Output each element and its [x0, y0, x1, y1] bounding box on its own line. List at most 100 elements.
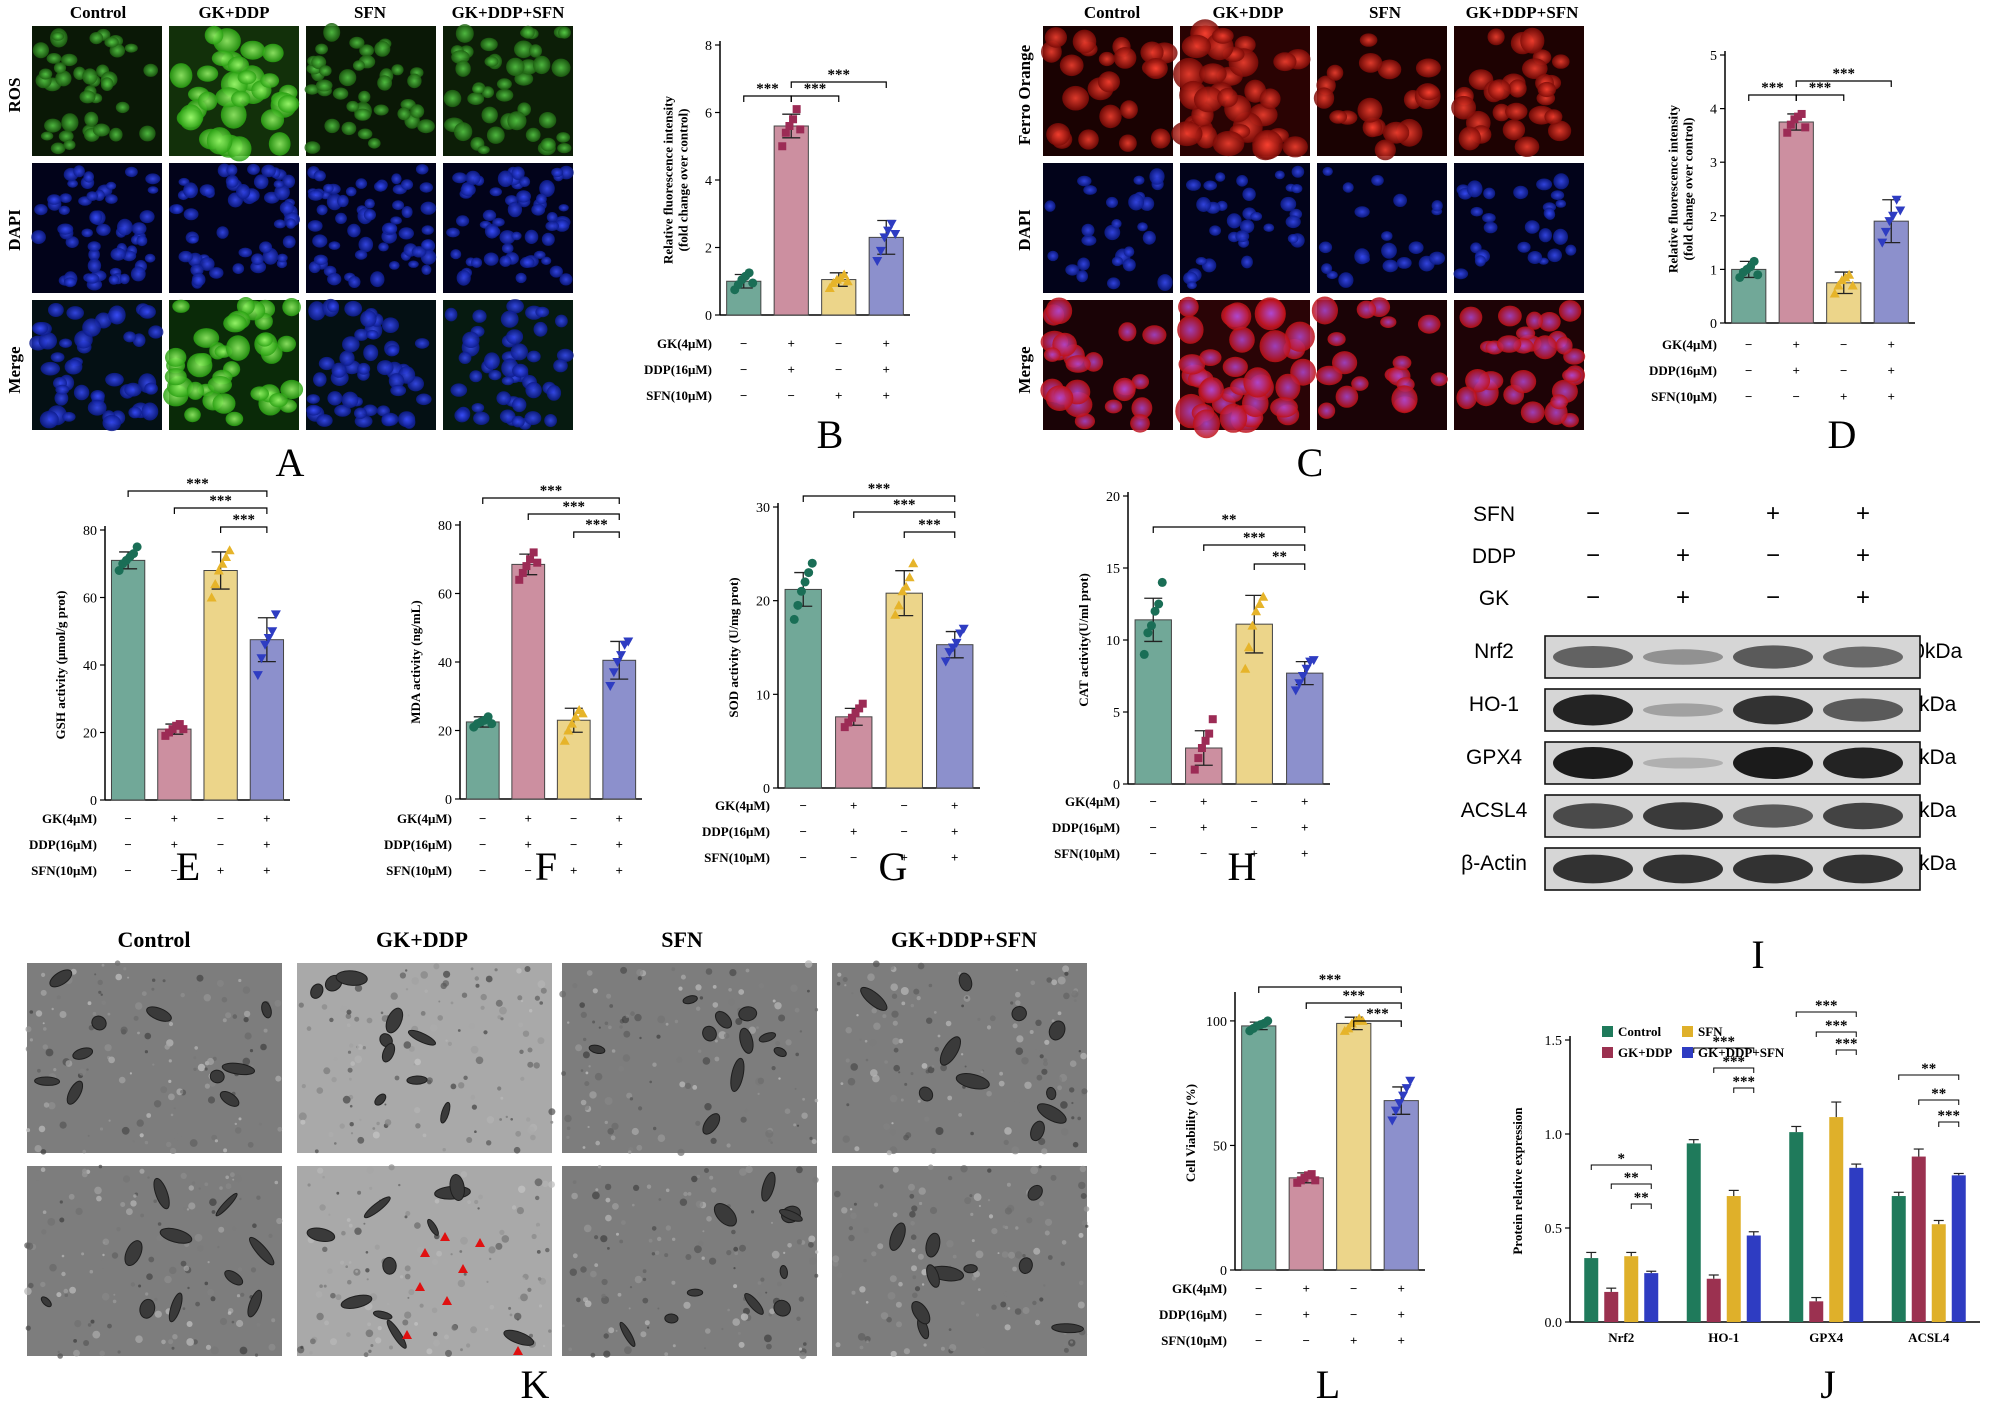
gridC-r1c3-cell — [1483, 187, 1496, 200]
chart-h-condition-sign: − — [1251, 820, 1258, 835]
gridA-r1c2-cell — [312, 234, 328, 248]
tem-r1c1-grain — [414, 1222, 421, 1229]
chart-h-point — [1251, 606, 1262, 616]
chart-l-condition-sign: + — [1303, 1307, 1310, 1322]
chart-h-condition-label: GK(4μM) — [1065, 794, 1120, 809]
tem-r1c1-grain — [414, 1322, 418, 1326]
chart-g-point — [851, 709, 860, 718]
tem-r0c2-grain — [587, 1125, 590, 1129]
chart-f-point — [566, 718, 577, 728]
tem-r1c1-grain — [324, 1320, 329, 1326]
gridA-r0c3-cell — [455, 24, 474, 43]
tem-r0c2-grain — [728, 988, 732, 992]
tem-r1c0-grain — [57, 1353, 63, 1359]
gridA-r2c2-cell — [316, 414, 333, 427]
tem-r0c2-mitochondrion — [738, 1006, 758, 1022]
chart-f-point — [518, 568, 527, 577]
tem-r0c0-grain — [247, 1141, 254, 1148]
tem-r1c0-grain — [138, 1284, 142, 1288]
gridA-r2c2-cell — [398, 411, 416, 428]
blot-treatment-label: SFN — [1473, 503, 1515, 526]
tem-r1c1-grain — [404, 1215, 408, 1219]
tem-r0c2-mitochondrion — [739, 1027, 754, 1054]
tem-r1c2-grain — [809, 1257, 817, 1265]
tem-r1c0-grain — [239, 1197, 242, 1201]
gridC-r0c0-cell — [1120, 100, 1138, 119]
chart-h-point — [1157, 577, 1167, 587]
tem-r0c0-grain — [127, 976, 130, 979]
gridA-r1c2-cell — [420, 201, 437, 215]
tem-r1c0-grain — [96, 1195, 102, 1202]
tem-r1c3-grain — [910, 1234, 917, 1240]
chart-g-significance-label: *** — [893, 497, 916, 513]
gridC-r0c2-cell — [1377, 59, 1402, 80]
chart-e-bar — [110, 559, 146, 801]
gridA-r0c3-cell — [521, 25, 535, 39]
gridA-r2c3-cell — [462, 331, 480, 348]
tem-r1c0-grain — [207, 1288, 215, 1296]
tem-r0c0-grain — [104, 1044, 112, 1052]
tem-r1c0-grain — [186, 1208, 190, 1211]
gridC-r0c0-cell — [1098, 71, 1120, 93]
tem-r1c2-grain — [704, 1347, 706, 1350]
gridC-r0c0-cell — [1113, 47, 1137, 69]
tem-r1c0-grain — [87, 1323, 92, 1327]
tem-r0c0-grain — [243, 1017, 249, 1023]
tem-r1c0-grain — [130, 1282, 136, 1287]
tem-r1c1-grain — [527, 1287, 532, 1292]
tem-r1c1-grain — [365, 1251, 369, 1254]
tem-r1c1-grain — [307, 1183, 311, 1187]
tem-r1c0-grain — [154, 1297, 158, 1302]
tem-r1c0-grain — [73, 1349, 80, 1357]
tem-r1c0-grain — [98, 1260, 106, 1269]
tem-r0c2-grain — [714, 1039, 718, 1043]
tem-r0c2-grain — [639, 1036, 642, 1040]
gridC-r0c3-cell — [1487, 28, 1505, 46]
tem-r0c2-grain — [807, 989, 810, 993]
tem-r1c2-grain — [651, 1252, 656, 1256]
blot-band — [1823, 698, 1903, 722]
chart-g-point — [890, 609, 901, 619]
tem-r1c2-grain — [590, 1352, 596, 1358]
gridA-r0c3-cell — [506, 57, 525, 77]
chart-d-point — [1833, 280, 1844, 290]
gridA-r1c1-cell — [216, 226, 229, 239]
gridA-r0c2-cell — [359, 44, 374, 57]
tem-r0c0-grain — [250, 1064, 254, 1068]
chart-j-bar — [1584, 1258, 1599, 1322]
tem-r0c0-grain — [164, 1044, 170, 1050]
tem-r1c3-grain — [890, 1350, 897, 1358]
tem-r1c1-grain — [328, 1213, 331, 1216]
tem-r0c0-grain — [162, 979, 166, 983]
chart-d-point — [1801, 123, 1810, 132]
gridC-r1c0-cell — [1157, 274, 1173, 291]
tem-r1c0-grain — [117, 1350, 121, 1354]
tem-r1c2-mitochondrion — [779, 1265, 788, 1279]
chart-j-legend-swatch — [1682, 1026, 1693, 1037]
gridA-r1c3-cell — [497, 170, 514, 188]
tem-r1c0-grain — [204, 1281, 209, 1286]
tem-r1c3-grain — [873, 1202, 879, 1207]
gridC-r0c2-cell — [1326, 64, 1344, 81]
gridA-r0c3-cell — [540, 137, 556, 152]
tem-r1c0-grain — [186, 1338, 195, 1346]
tem-r0c3-grain — [1080, 1052, 1087, 1060]
gridA-r2c0-cell — [66, 306, 84, 320]
tem-r0c2-grain — [757, 1077, 765, 1085]
gridA-r0c1-cell — [227, 56, 249, 74]
chart-d-condition-label: SFN(10μM) — [1651, 389, 1717, 404]
chart-f-point — [608, 668, 619, 678]
tem-r0c0-grain — [207, 1096, 216, 1104]
tem-r1c3-grain — [835, 1342, 841, 1348]
tem-r1c0-grain — [64, 1293, 69, 1297]
chart-b-significance-label: *** — [804, 81, 827, 97]
chart-d-y-tick-label: 5 — [1710, 49, 1717, 64]
chart-e-point — [252, 671, 263, 681]
gridA-r0c1-cell — [260, 109, 285, 131]
gridA-r1c0-cell — [147, 186, 159, 194]
gridC-r0c2-cell — [1418, 84, 1440, 101]
tem-r1c1-grain — [478, 1194, 483, 1200]
blot-band — [1553, 747, 1633, 779]
tem-r0c2-grain — [589, 1091, 597, 1099]
tem-r1c2-grain — [787, 1243, 792, 1248]
